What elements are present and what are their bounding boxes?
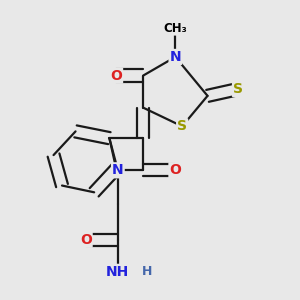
Text: H: H — [141, 265, 152, 278]
Text: N: N — [112, 163, 124, 177]
Text: S: S — [177, 119, 187, 133]
Text: S: S — [233, 82, 243, 96]
Text: O: O — [80, 233, 92, 247]
Text: O: O — [169, 163, 181, 177]
Text: N: N — [169, 50, 181, 64]
Text: O: O — [110, 68, 122, 83]
Text: CH₃: CH₃ — [164, 22, 187, 35]
Text: NH: NH — [106, 265, 130, 279]
